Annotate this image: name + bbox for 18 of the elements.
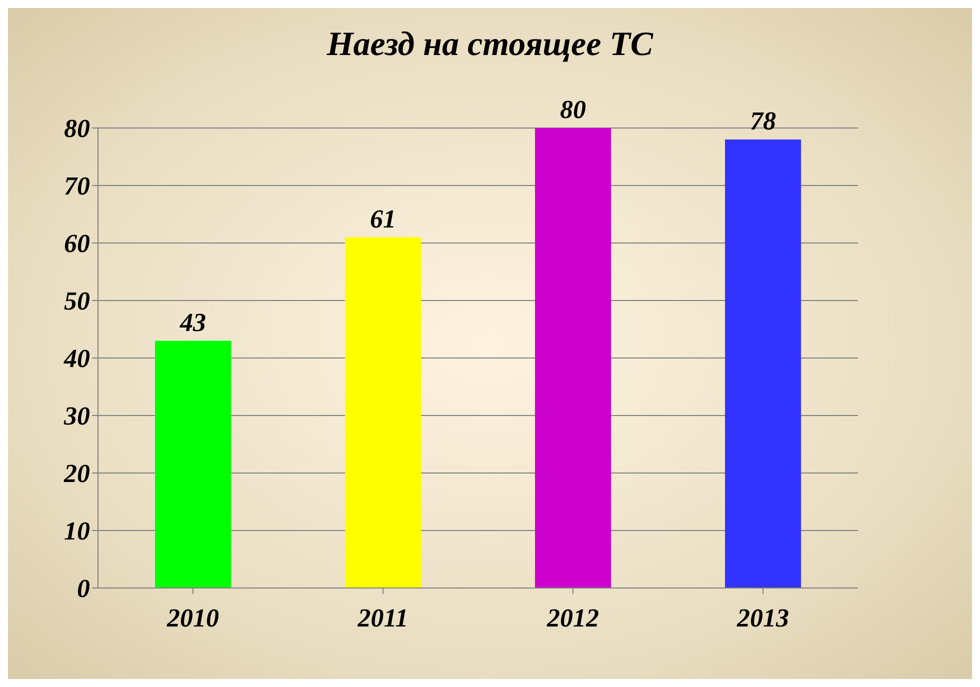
y-tick-label: 20 [63,459,90,488]
y-tick-label: 30 [63,402,90,431]
y-tick-label: 40 [63,344,90,374]
y-tick-label: 70 [64,172,90,201]
x-tick-label: 2012 [546,603,599,632]
data-label: 80 [560,95,586,124]
y-tick-label: 0 [77,574,90,604]
data-label: 61 [370,204,396,234]
x-tick-label: 2011 [356,603,408,632]
y-tick-label: 10 [64,516,90,546]
x-tick-label: 2013 [736,603,789,632]
y-tick-label: 60 [64,229,90,258]
y-tick-label: 80 [64,114,90,144]
data-label: 43 [179,308,206,337]
y-tick-label: 50 [64,286,90,316]
chart-title: Наезд на стоящее ТС [326,25,654,64]
x-tick-label: 2010 [166,603,219,632]
data-label: 78 [750,106,776,136]
